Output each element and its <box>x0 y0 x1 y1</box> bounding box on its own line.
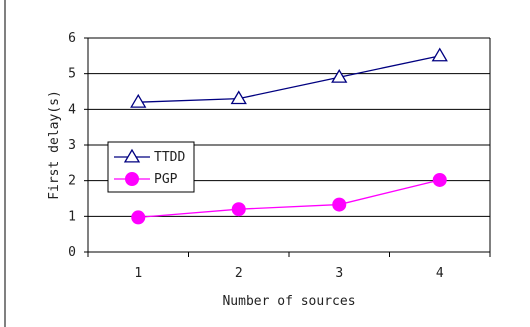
y-tick-label: 2 <box>68 174 76 189</box>
series-line-ttdd <box>138 55 440 103</box>
x-tick-label: 1 <box>134 266 142 281</box>
x-axis-title: Number of sources <box>222 294 355 309</box>
data-point-pgp <box>432 172 447 187</box>
y-tick-label: 4 <box>68 102 76 117</box>
y-axis-title: First delay(s) <box>47 90 62 200</box>
y-tick-label: 5 <box>68 67 76 82</box>
y-tick-label: 3 <box>68 138 76 153</box>
legend-label-ttdd: TTDD <box>154 150 185 165</box>
data-point-pgp <box>131 210 146 225</box>
legend-label-pgp: PGP <box>154 172 178 187</box>
series-layer <box>130 47 448 225</box>
data-point-ttdd <box>130 93 147 108</box>
legend: TTDD PGP <box>107 141 195 193</box>
legend-box <box>107 141 195 193</box>
legend-marker-ttdd <box>123 148 141 163</box>
data-point-ttdd <box>431 47 448 62</box>
y-tick-label: 1 <box>68 209 76 224</box>
y-tick-label: 0 <box>68 245 76 260</box>
legend-marker-pgp <box>125 172 139 186</box>
y-tick-label: 6 <box>68 31 76 46</box>
x-tick-label: 2 <box>235 266 243 281</box>
series-line-pgp <box>138 179 440 219</box>
x-tick-label: 4 <box>436 266 444 281</box>
x-tick-label: 3 <box>335 266 343 281</box>
x-axis-ticks: 1 2 3 4 <box>87 252 491 281</box>
data-point-ttdd <box>331 68 348 83</box>
data-point-pgp <box>231 202 246 217</box>
data-point-pgp <box>332 197 347 212</box>
y-axis-ticks: 0 1 2 3 4 5 6 <box>68 31 88 260</box>
data-point-ttdd <box>230 90 247 105</box>
